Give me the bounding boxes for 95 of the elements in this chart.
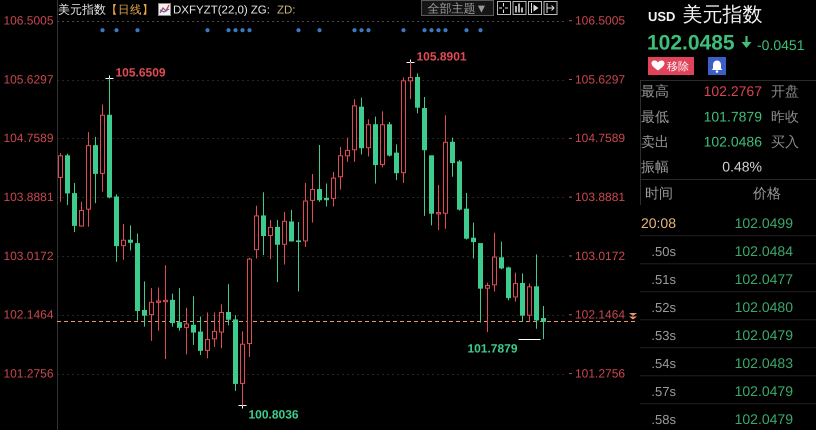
- chart-subtitle: 【日线】: [106, 4, 154, 17]
- text: 昨收: [771, 108, 799, 124]
- candlestick: [471, 222, 476, 259]
- y2-tick-label: 104.7589: [3, 131, 54, 146]
- annotation: 105.8901: [416, 50, 467, 64]
- text: 102.0479: [734, 383, 794, 400]
- text: 102.0486: [704, 133, 762, 150]
- text: .51s: [651, 272, 676, 287]
- candlestick: [345, 137, 350, 162]
- text: 102.0484: [734, 243, 794, 260]
- text: 102.0499: [734, 215, 794, 232]
- candlestick: [121, 224, 126, 260]
- text: .58s: [651, 412, 676, 427]
- y-tick-label: 105.6297: [575, 72, 626, 86]
- candlestick: [366, 118, 371, 157]
- candlestick: [191, 296, 196, 346]
- candlestick: [226, 284, 231, 326]
- text: 移除: [667, 60, 689, 73]
- candlestick: [499, 241, 504, 270]
- text: 102.2767: [704, 82, 762, 99]
- candlestick: [485, 282, 490, 333]
- candlestick: [394, 144, 399, 181]
- candlestick: [212, 312, 217, 348]
- text: 101.7879: [704, 108, 762, 124]
- candlestick: [198, 316, 203, 356]
- candlestick: [296, 221, 301, 292]
- candlestick: [317, 144, 322, 202]
- y2-tick-label: 106.5005: [3, 14, 54, 28]
- y-tick-label: 103.0172: [575, 248, 626, 263]
- candlestick: [149, 288, 154, 342]
- text: 最低: [641, 108, 669, 124]
- text: 振幅: [641, 158, 669, 174]
- text: 最高: [641, 82, 669, 99]
- text: 102.0479: [734, 411, 794, 428]
- candlestick: [282, 211, 287, 266]
- text: 102.0480: [734, 299, 794, 316]
- text: 102.0477: [734, 271, 794, 288]
- text: 价格: [752, 184, 781, 201]
- y-tick-label: 106.5005: [575, 14, 626, 28]
- candlestick: [184, 307, 189, 355]
- annotation: 100.8036: [248, 408, 299, 422]
- candlestick: [513, 272, 518, 302]
- chart-title: 美元指数: [58, 2, 106, 17]
- text: 102.0479: [734, 327, 794, 344]
- text: ZD:: [276, 4, 296, 17]
- text: 全部主题▼: [428, 2, 488, 16]
- text: 0.48%: [722, 158, 762, 174]
- y-tick-label: 101.2756: [575, 366, 626, 380]
- annotation: 105.6509: [116, 66, 166, 80]
- candlestick: [324, 182, 329, 207]
- candlestick: [156, 287, 161, 332]
- y2-tick-label: 105.6297: [3, 72, 54, 86]
- y2-tick-label: 102.1464: [3, 308, 54, 322]
- y-tick-label: 104.7589: [575, 131, 626, 146]
- text: ZG:: [250, 4, 270, 17]
- candlestick: [436, 184, 441, 231]
- y2-tick-label: 103.8881: [3, 190, 54, 204]
- y2-tick-label: 101.2756: [3, 366, 54, 380]
- annotation: 101.7879: [467, 342, 518, 356]
- y2-tick-label: 103.0172: [3, 248, 54, 263]
- candlestick: [163, 264, 168, 360]
- candlestick: [128, 224, 133, 251]
- candlestick: [170, 293, 175, 328]
- candlestick: [219, 304, 224, 349]
- candlestick: [541, 305, 546, 340]
- text: .50s: [651, 244, 676, 259]
- candlestick: [79, 201, 84, 228]
- candlestick: [408, 61, 413, 100]
- candlestick: [331, 172, 336, 207]
- text: 卖出: [641, 133, 669, 150]
- candlestick: [268, 219, 273, 260]
- text: .53s: [651, 328, 676, 343]
- text: .57s: [651, 384, 676, 399]
- text: .52s: [651, 300, 676, 315]
- candlestick: [205, 312, 210, 359]
- y-tick-label: 102.1464: [575, 308, 626, 322]
- text: 102.0485: [647, 31, 735, 54]
- text: USD 美元指数: [648, 3, 762, 26]
- text: -0.0451: [757, 36, 805, 53]
- text: 开盘: [771, 82, 799, 99]
- candlestick: [142, 280, 147, 328]
- y-tick-label: 103.8881: [575, 190, 626, 204]
- text: .54s: [651, 356, 676, 371]
- candlestick: [310, 174, 315, 224]
- candlestick: [275, 219, 280, 283]
- candlestick: [177, 288, 182, 332]
- text: 买入: [771, 133, 799, 150]
- candlestick: [261, 192, 266, 256]
- text: 20:08: [640, 215, 676, 232]
- candlestick: [450, 137, 455, 178]
- text: 时间: [645, 184, 673, 201]
- text: 102.0483: [734, 355, 794, 372]
- candlestick: [338, 146, 343, 190]
- candlestick: [289, 209, 294, 242]
- text: DXFYZT(22,0): [173, 4, 248, 17]
